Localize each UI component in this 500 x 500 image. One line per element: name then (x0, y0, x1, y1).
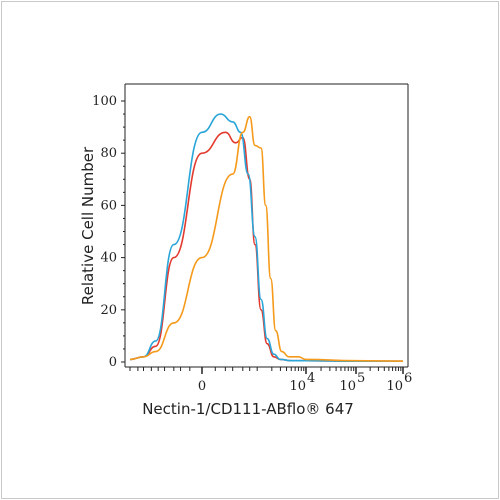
series-line-1 (129, 113, 403, 363)
plot-axes (124, 83, 409, 368)
series-layer (129, 113, 404, 363)
x-axis-label: Nectin-1/CD111-ABflo® 647 (142, 400, 354, 418)
x-tick-exponent: 4 (307, 371, 315, 386)
y-tick-label: 100 (92, 94, 117, 109)
y-tick-label: 60 (100, 198, 117, 213)
x-tick-exponent: 5 (357, 371, 365, 386)
y-tick-label: 40 (100, 251, 117, 266)
y-tick-label: 80 (100, 146, 117, 161)
y-axis-label: Relative Cell Number (79, 146, 97, 305)
x-tick-label: 10 (386, 379, 403, 394)
series-line-2 (129, 115, 404, 362)
x-tick-label: 10 (289, 379, 306, 394)
y-tick-label: 0 (109, 355, 117, 370)
x-tick-exponent: 6 (404, 371, 412, 386)
x-tick-label: 0 (198, 379, 206, 394)
x-tick-label: 10 (339, 379, 356, 394)
y-tick-label: 20 (100, 303, 117, 318)
